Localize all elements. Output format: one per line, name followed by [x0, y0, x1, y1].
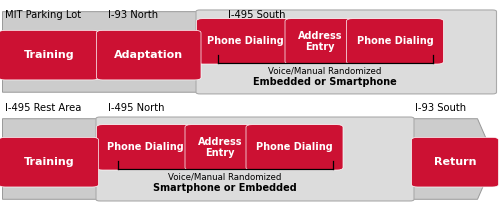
Polygon shape [2, 12, 495, 92]
Text: Phone Dialing: Phone Dialing [356, 36, 434, 46]
FancyBboxPatch shape [346, 19, 444, 64]
FancyBboxPatch shape [0, 30, 98, 80]
FancyBboxPatch shape [285, 19, 354, 64]
Text: Voice/Manual Randomized: Voice/Manual Randomized [268, 67, 382, 75]
Text: Adaptation: Adaptation [114, 50, 184, 60]
Text: Address
Entry: Address Entry [198, 137, 242, 158]
Text: Phone Dialing: Phone Dialing [106, 142, 184, 152]
Text: I-495 Rest Area: I-495 Rest Area [5, 103, 82, 113]
FancyBboxPatch shape [185, 125, 254, 170]
Text: Address
Entry: Address Entry [298, 31, 342, 52]
Text: MIT Parking Lot: MIT Parking Lot [5, 10, 81, 20]
FancyBboxPatch shape [246, 125, 343, 170]
FancyBboxPatch shape [96, 125, 194, 170]
FancyBboxPatch shape [96, 30, 201, 80]
Text: I-495 South: I-495 South [228, 10, 285, 20]
Text: Phone Dialing: Phone Dialing [256, 142, 333, 152]
Text: Return: Return [434, 157, 476, 167]
Text: I-93 North: I-93 North [108, 10, 158, 20]
FancyBboxPatch shape [196, 19, 294, 64]
FancyBboxPatch shape [96, 117, 414, 201]
Text: I-93 South: I-93 South [415, 103, 466, 113]
Text: Training: Training [24, 50, 74, 60]
Text: I-495 North: I-495 North [108, 103, 164, 113]
Text: Smartphone or Embedded: Smartphone or Embedded [153, 183, 297, 193]
FancyBboxPatch shape [412, 137, 498, 187]
Text: Embedded or Smartphone: Embedded or Smartphone [253, 77, 397, 87]
Text: Training: Training [24, 157, 74, 167]
Polygon shape [2, 119, 495, 199]
Text: Phone Dialing: Phone Dialing [206, 36, 284, 46]
Text: Voice/Manual Randomized: Voice/Manual Randomized [168, 173, 281, 181]
FancyBboxPatch shape [0, 137, 98, 187]
FancyBboxPatch shape [196, 10, 496, 94]
